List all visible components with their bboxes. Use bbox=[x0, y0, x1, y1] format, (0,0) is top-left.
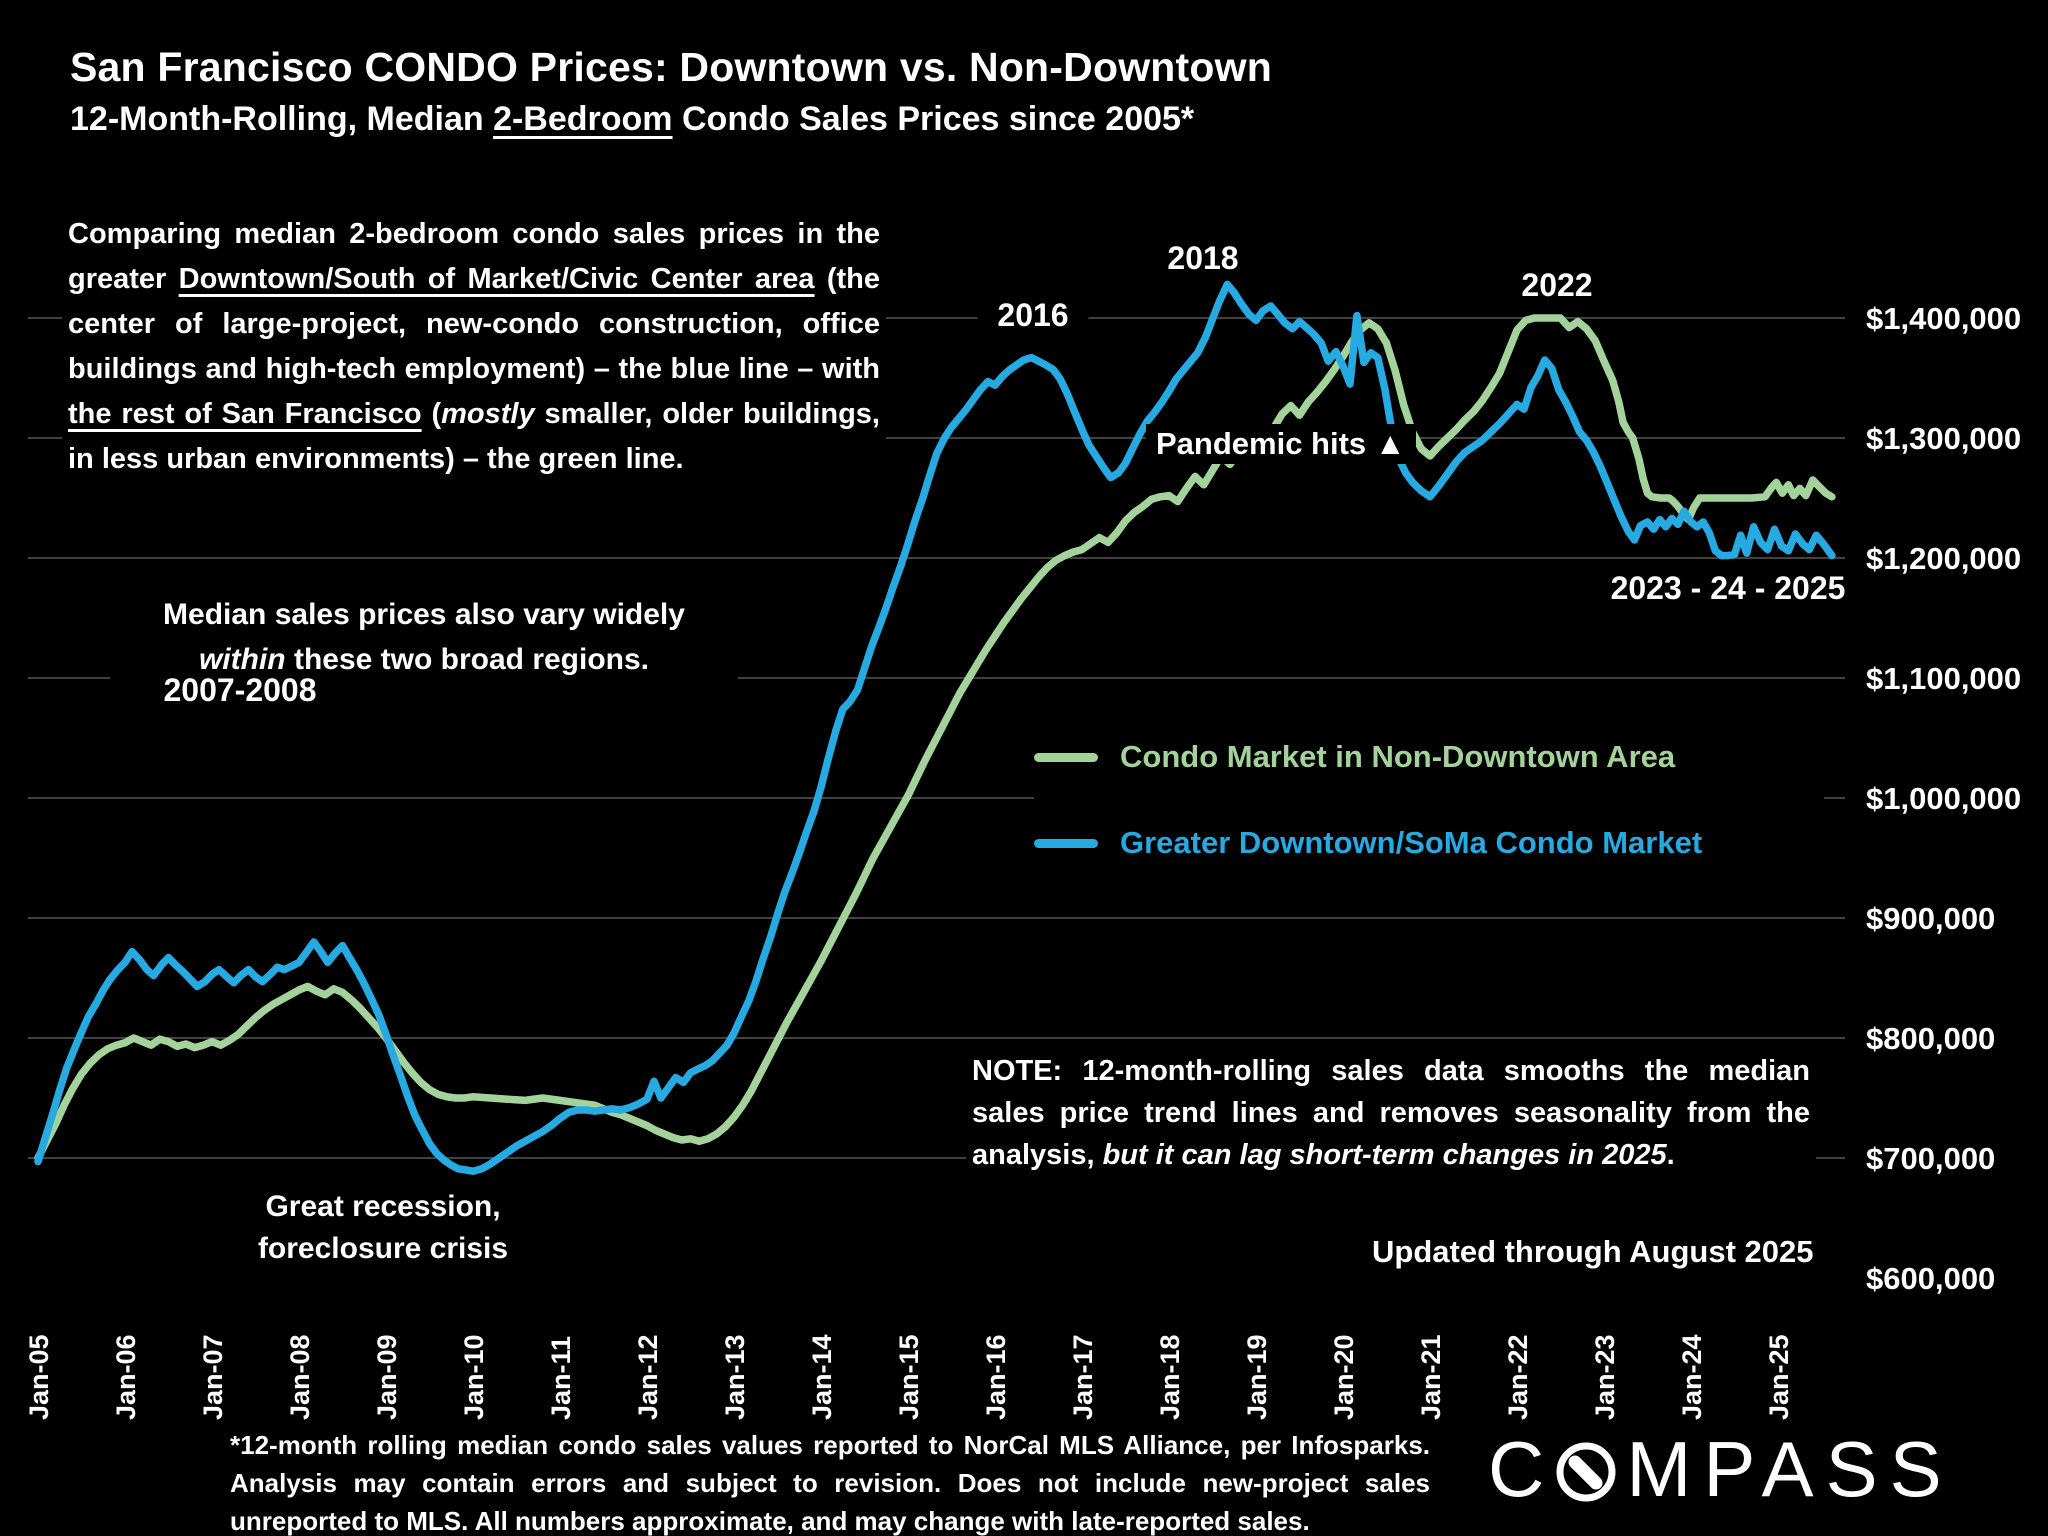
legend-item-non-downtown: Condo Market in Non-Downtown Area bbox=[1034, 728, 1824, 786]
note-text: . bbox=[1666, 1139, 1675, 1171]
intro-text: smaller, older buildings, in less urban … bbox=[68, 398, 880, 475]
x-axis-label: Jan-21 bbox=[1416, 1334, 1446, 1420]
series-line-non-downtown bbox=[34, 314, 1836, 1162]
x-axis-label: Jan-19 bbox=[1242, 1334, 1272, 1420]
annotation-2022: 2022 bbox=[1501, 267, 1613, 304]
annotation-2007-2008: 2007-2008 bbox=[143, 672, 337, 709]
x-axis-label: Jan-20 bbox=[1329, 1334, 1359, 1420]
intro-text: (the center of large-project, new-condo … bbox=[68, 263, 880, 385]
x-axis-label: Jan-08 bbox=[285, 1334, 315, 1420]
y-axis-label: $800,000 bbox=[1866, 1021, 1995, 1056]
y-axis-label: $1,400,000 bbox=[1866, 301, 2021, 336]
y-axis-label: $900,000 bbox=[1866, 901, 1995, 936]
legend-swatch-green-line bbox=[1034, 752, 1098, 762]
subtitle-underlined: 2-Bedroom bbox=[493, 100, 673, 138]
x-axis-label: Jan-05 bbox=[24, 1334, 54, 1420]
intro-underline-rest-of-sf: the rest of San Francisco bbox=[68, 398, 422, 430]
annotation-great-recession: Great recession, foreclosure crisis bbox=[257, 1186, 509, 1270]
legend-swatch-blue-line bbox=[1034, 838, 1098, 848]
intro-italic-mostly: mostly bbox=[441, 398, 535, 430]
annotation-2018: 2018 bbox=[1147, 240, 1259, 277]
side-note: Median sales prices also vary widely wit… bbox=[110, 590, 738, 684]
x-axis-label: Jan-16 bbox=[981, 1334, 1011, 1420]
subtitle-prefix: 12-Month-Rolling, Median bbox=[70, 100, 494, 138]
side-note-line2: these two broad regions. bbox=[285, 643, 650, 676]
recession-line1: Great recession, bbox=[265, 1190, 501, 1223]
recession-line2: foreclosure crisis bbox=[257, 1232, 509, 1265]
intro-text: ( bbox=[421, 398, 442, 430]
x-axis-label: Jan-12 bbox=[633, 1334, 663, 1420]
x-axis-label: Jan-10 bbox=[459, 1334, 489, 1420]
y-axis-label: $1,200,000 bbox=[1866, 541, 2021, 576]
annotation-pandemic-hits: Pandemic hits ▲ bbox=[1146, 424, 1416, 464]
x-axis-label: Jan-22 bbox=[1503, 1334, 1533, 1420]
x-axis-label: Jan-24 bbox=[1677, 1334, 1707, 1420]
annotation-2023-24-2025: 2023 - 24 - 2025 bbox=[1590, 570, 1866, 607]
note-text: NOTE: 12-month-rolling sales data smooth… bbox=[972, 1055, 1810, 1171]
x-axis-label: Jan-06 bbox=[111, 1334, 141, 1420]
subtitle-suffix: Condo Sales Prices since 2005* bbox=[672, 100, 1195, 138]
y-axis-label: $700,000 bbox=[1866, 1141, 1995, 1176]
note-block: NOTE: 12-month-rolling sales data smooth… bbox=[966, 1046, 1816, 1180]
x-axis-label: Jan-18 bbox=[1155, 1334, 1185, 1420]
y-axis-label: $1,300,000 bbox=[1866, 421, 2021, 456]
footnote: *12-month rolling median condo sales val… bbox=[230, 1430, 1430, 1536]
logo-letters-mpass: MPASS bbox=[1626, 1425, 1954, 1513]
x-axis-label: Jan-15 bbox=[894, 1334, 924, 1420]
side-note-italic: within bbox=[198, 643, 286, 676]
legend-label-non-downtown: Condo Market in Non-Downtown Area bbox=[1120, 739, 1676, 774]
series-line-downtown-soma bbox=[34, 280, 1836, 1175]
x-axis-label: Jan-07 bbox=[198, 1334, 228, 1420]
updated-through-label: Updated through August 2025 bbox=[1372, 1234, 1814, 1269]
compass-logo: C MPASS bbox=[1488, 1424, 1954, 1515]
logo-letter-c: C bbox=[1488, 1425, 1557, 1513]
note-italic: but it can lag short-term changes in 202… bbox=[1102, 1139, 1667, 1171]
legend-label-downtown: Greater Downtown/SoMa Condo Market bbox=[1120, 825, 1703, 860]
page-title: San Francisco CONDO Prices: Downtown vs.… bbox=[70, 44, 1272, 90]
x-axis-label: Jan-17 bbox=[1068, 1334, 1098, 1420]
pandemic-label: Pandemic hits bbox=[1156, 426, 1367, 461]
x-axis-label: Jan-23 bbox=[1590, 1334, 1620, 1420]
intro-paragraph: Comparing median 2-bedroom condo sales p… bbox=[62, 208, 886, 486]
x-axis-label: Jan-25 bbox=[1764, 1334, 1794, 1420]
side-note-line1: Median sales prices also vary widely bbox=[163, 598, 685, 631]
triangle-up-icon: ▲ bbox=[1374, 426, 1406, 461]
x-axis-label: Jan-13 bbox=[720, 1334, 750, 1420]
compass-o-needle-icon bbox=[1556, 1442, 1616, 1501]
intro-text: Comparing median 2-bedroom condo sales p… bbox=[68, 218, 880, 295]
x-axis-label: Jan-11 bbox=[546, 1336, 576, 1420]
x-axis-label: Jan-09 bbox=[372, 1334, 402, 1420]
y-axis-label: $1,100,000 bbox=[1866, 661, 2021, 696]
y-axis-label: $600,000 bbox=[1866, 1261, 1995, 1296]
x-axis-label: Jan-14 bbox=[807, 1334, 837, 1420]
chart-legend: Condo Market in Non-Downtown Area Greate… bbox=[1034, 722, 1824, 878]
annotation-2016: 2016 bbox=[977, 297, 1089, 334]
legend-item-downtown: Greater Downtown/SoMa Condo Market bbox=[1034, 814, 1824, 872]
page-subtitle: 12-Month-Rolling, Median 2-Bedroom Condo… bbox=[70, 100, 1194, 139]
intro-underline-downtown: Downtown/South of Market/Civic Center ar… bbox=[178, 263, 815, 295]
y-axis-label: $1,000,000 bbox=[1866, 781, 2021, 816]
